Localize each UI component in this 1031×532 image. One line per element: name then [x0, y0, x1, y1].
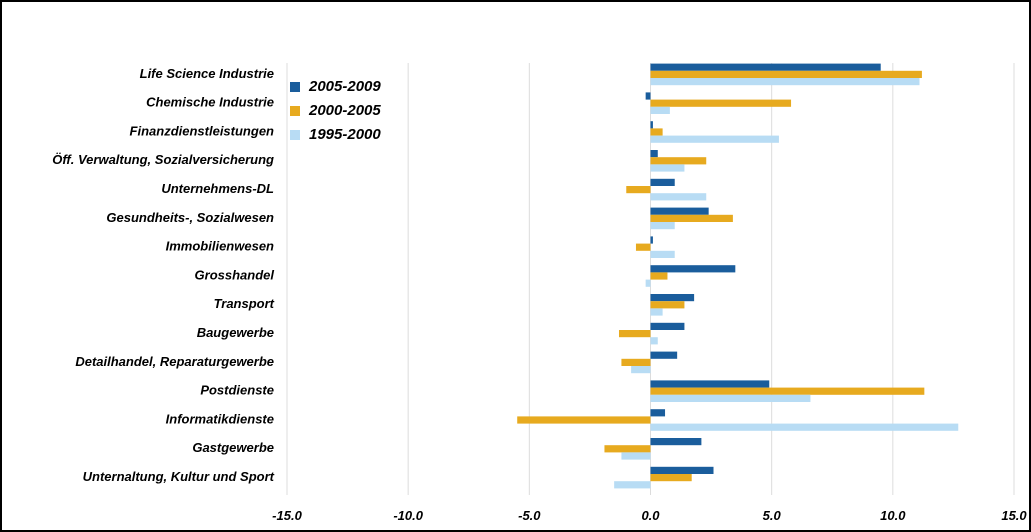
bar — [650, 265, 736, 273]
bar — [621, 358, 651, 366]
bar — [650, 207, 709, 215]
x-tick-label: 0.0 — [641, 508, 660, 523]
bar — [645, 92, 651, 100]
bar — [604, 445, 651, 453]
bar — [650, 164, 685, 172]
bar — [650, 193, 707, 201]
bar — [650, 337, 658, 345]
gridlines — [286, 63, 1015, 495]
category-label: Chemische Industrie — [146, 95, 274, 110]
legend-swatch — [290, 130, 300, 140]
bar — [650, 409, 666, 417]
x-tick-label: 5.0 — [763, 508, 782, 523]
x-tick-label: 15.0 — [1001, 508, 1027, 523]
category-label: Unternaltung, Kultur und Sport — [83, 469, 275, 484]
category-label: Life Science Industrie — [140, 66, 274, 81]
bar — [650, 106, 670, 114]
bars — [517, 63, 959, 489]
category-label: Gastgewerbe — [192, 440, 274, 455]
bar — [618, 330, 651, 338]
bar — [650, 128, 663, 136]
legend: 2005-2009 2000-2005 1995-2000 — [290, 78, 381, 143]
bar — [650, 135, 779, 143]
bar — [645, 279, 651, 287]
legend-swatch — [290, 82, 300, 92]
bar — [631, 366, 651, 374]
legend-label: 2005-2009 — [308, 78, 381, 95]
bar — [650, 294, 695, 302]
x-tick-label: 10.0 — [880, 508, 906, 523]
x-tick-label: -10.0 — [393, 508, 423, 523]
category-label: Detailhandel, Reparaturgewerbe — [75, 354, 274, 369]
category-label: Informatikdienste — [166, 411, 274, 426]
bar — [650, 301, 685, 309]
category-labels: Life Science Industrie Chemische Industri… — [52, 66, 274, 484]
bar — [650, 380, 770, 388]
bar — [650, 157, 707, 165]
bar — [621, 452, 651, 460]
bar — [614, 481, 651, 489]
bar — [650, 78, 920, 86]
x-tick-label: -15.0 — [272, 508, 302, 523]
category-label: Transport — [214, 296, 275, 311]
legend-swatch — [290, 106, 300, 116]
bar — [650, 150, 658, 158]
category-label: Immobilienwesen — [166, 239, 274, 254]
x-tick-label: -5.0 — [518, 508, 541, 523]
bar — [650, 222, 675, 230]
bar — [650, 394, 811, 402]
bar — [650, 387, 925, 395]
bar — [650, 178, 675, 186]
bar — [650, 351, 678, 359]
x-tick-labels: -15.0 -10.0 -5.0 0.0 5.0 10.0 15.0 — [272, 508, 1027, 523]
bar — [650, 272, 668, 280]
category-label: Postdienste — [200, 383, 274, 398]
bar — [650, 70, 922, 78]
bar — [650, 250, 675, 258]
category-label: Unternehmens-DL — [161, 181, 274, 196]
bar — [650, 438, 702, 446]
bar — [650, 99, 792, 107]
category-label: Finanzdienstleistungen — [130, 123, 275, 138]
category-label: Gesundheits-, Sozialwesen — [106, 210, 274, 225]
category-label: Baugewerbe — [197, 325, 274, 340]
legend-label: 2000-2005 — [308, 102, 381, 119]
bar — [650, 466, 714, 474]
bar — [650, 322, 685, 330]
bar — [650, 63, 881, 71]
bar — [650, 423, 959, 431]
bar — [650, 236, 653, 244]
bar — [650, 474, 692, 482]
bar — [517, 416, 651, 424]
legend-label: 1995-2000 — [309, 126, 381, 143]
bar — [650, 308, 663, 316]
category-label: Grosshandel — [195, 267, 275, 282]
bar — [650, 214, 733, 222]
category-label: Öff. Verwaltung, Sozialversicherung — [52, 152, 274, 167]
bar — [626, 186, 651, 194]
bar — [635, 243, 651, 251]
bar — [650, 121, 653, 129]
